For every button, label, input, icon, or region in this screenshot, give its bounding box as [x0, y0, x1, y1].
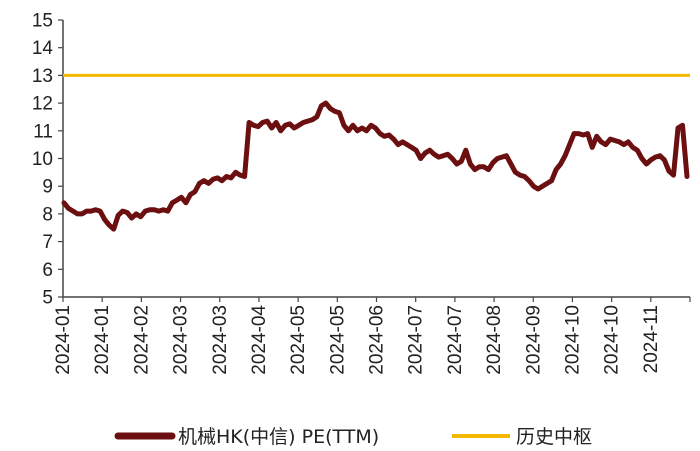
x-tick-label: 2024-04 — [249, 305, 270, 375]
x-tick-label: 2024-07 — [445, 305, 466, 375]
y-tick-label: 5 — [42, 288, 53, 309]
x-tick-label: 2024-05 — [288, 305, 309, 375]
y-tick-label: 12 — [32, 94, 53, 115]
y-tick-label: 9 — [42, 177, 53, 198]
x-tick-label: 2024-06 — [367, 305, 388, 375]
x-tick-label: 2024-01 — [92, 305, 113, 375]
x-tick-label: 2024-11 — [641, 305, 662, 373]
x-tick-label: 2024-07 — [406, 305, 427, 375]
x-tick-label: 2024-03 — [171, 305, 192, 375]
y-tick-label: 14 — [32, 38, 54, 59]
x-tick-label: 2024-10 — [602, 305, 623, 375]
legend-label-historical-center: 历史中枢 — [516, 426, 592, 448]
x-tick-label: 2024-09 — [523, 305, 544, 375]
x-tick-label: 2024-08 — [484, 305, 505, 375]
y-tick-label: 15 — [32, 11, 53, 32]
x-tick-label: 2024-01 — [53, 305, 74, 375]
x-tick-label: 2024-10 — [562, 305, 583, 375]
x-axis-ticks: 2024-01 2024-01 2024-02 2024-03 2024-03 2024-… — [53, 297, 691, 375]
legend-label-pe-ttm: 机械HK(中信) PE(TTM) — [178, 426, 379, 448]
y-tick-label: 8 — [42, 204, 53, 225]
y-tick-label: 7 — [42, 232, 53, 253]
y-axis-ticks: 5 6 7 8 9 10 11 12 13 14 15 — [32, 11, 63, 309]
y-tick-label: 13 — [32, 66, 53, 87]
y-tick-label: 11 — [33, 121, 53, 142]
y-tick-label: 10 — [32, 149, 53, 170]
x-tick-label: 2024-02 — [131, 305, 152, 375]
x-tick-label: 2024-05 — [327, 305, 348, 375]
y-tick-label: 6 — [42, 260, 53, 281]
legend: 机械HK(中信) PE(TTM) 历史中枢 — [114, 426, 592, 448]
series-layer — [61, 73, 690, 232]
series-pe-ttm-line — [61, 100, 690, 232]
x-tick-label: 2024-03 — [210, 305, 231, 375]
